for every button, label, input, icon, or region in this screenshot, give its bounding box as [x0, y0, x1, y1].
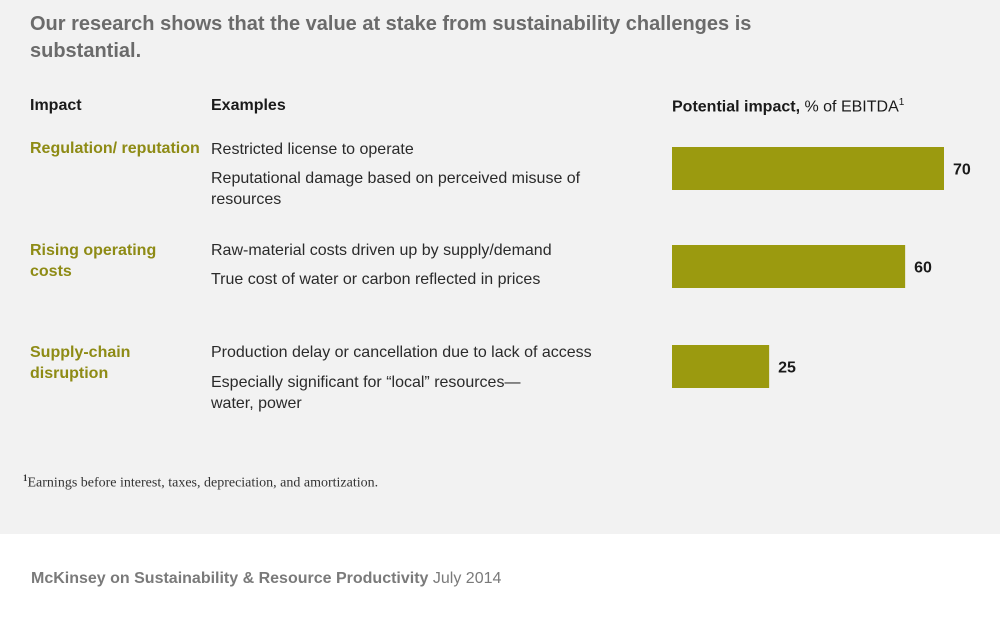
- examples-header: Examples: [211, 97, 286, 114]
- publication-date: July 2014: [432, 570, 502, 587]
- bar-value-label: 25: [778, 360, 796, 377]
- source-line: McKinsey on Sustainability & Resource Pr…: [31, 570, 501, 588]
- example-text: Restricted license to operate: [211, 141, 414, 158]
- potential-impact-header: Potential impact, % of EBITDA1: [672, 97, 904, 116]
- example-text: Raw-material costs driven up by supply/d…: [211, 242, 552, 259]
- impact-bar: [672, 147, 944, 190]
- impact-bar: [672, 345, 770, 388]
- impact-header: Impact: [30, 97, 82, 114]
- footnote: 1Earnings before interest, taxes, deprec…: [23, 473, 378, 492]
- bar-value-label: 60: [914, 260, 932, 277]
- category-rising-operating-costs: Rising operating costs: [30, 242, 157, 280]
- footnote-text: Earnings before interest, taxes, depreci…: [27, 475, 379, 491]
- page-title: Our research shows that the value at sta…: [30, 13, 752, 62]
- bar-value-label: 70: [953, 162, 971, 179]
- example-text: True cost of water or carbon reflected i…: [211, 271, 541, 288]
- category-supply-chain-disruption: Supply-chain disruption: [30, 344, 131, 382]
- example-text: Especially significant for “local” resou…: [211, 374, 521, 412]
- potential-impact-label: Potential impact,: [672, 98, 801, 116]
- impact-bar: [672, 245, 906, 288]
- example-text: Production delay or cancellation due to …: [211, 344, 592, 361]
- footnote-marker: 1: [898, 97, 905, 108]
- category-regulation-reputation: Regulation/ reputation: [30, 140, 200, 157]
- publication-name: McKinsey on Sustainability & Resource Pr…: [31, 570, 429, 587]
- impact-bar-chart: 70 60 25: [672, 147, 971, 388]
- example-text: Reputational damage based on perceived m…: [211, 170, 581, 208]
- footnote-number: 1: [23, 473, 28, 483]
- chart-panel: Our research shows that the value at sta…: [0, 0, 1000, 534]
- potential-impact-unit: % of EBITDA: [804, 98, 899, 116]
